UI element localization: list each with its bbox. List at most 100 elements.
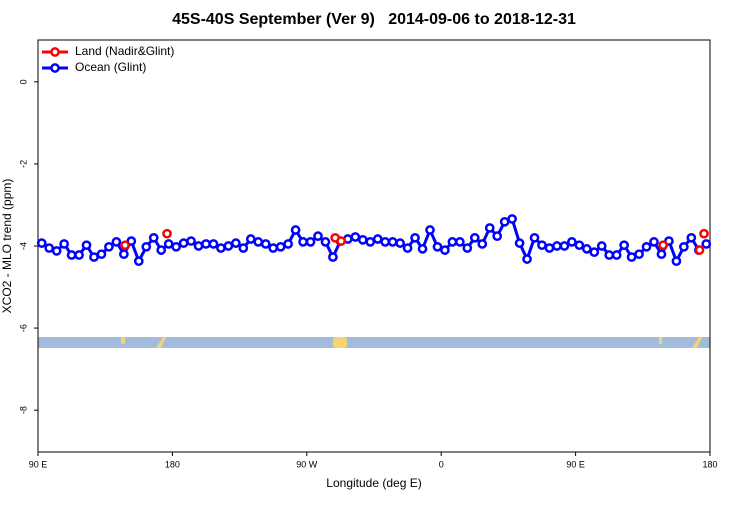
point bbox=[425, 225, 435, 235]
point bbox=[641, 241, 652, 252]
point bbox=[604, 250, 615, 260]
point bbox=[208, 239, 219, 249]
y-tick-label: -4 bbox=[18, 242, 28, 250]
point bbox=[96, 249, 107, 260]
point bbox=[440, 245, 450, 255]
point bbox=[611, 250, 622, 260]
point bbox=[245, 234, 256, 244]
point bbox=[119, 249, 129, 260]
point bbox=[171, 241, 181, 252]
point bbox=[133, 256, 144, 267]
y-tick-label: -2 bbox=[18, 160, 28, 168]
point bbox=[275, 241, 286, 252]
point bbox=[141, 241, 152, 252]
point bbox=[126, 236, 137, 246]
point bbox=[238, 243, 249, 253]
land-patch bbox=[333, 337, 347, 348]
legend-marker bbox=[50, 63, 60, 73]
point bbox=[290, 225, 301, 235]
point bbox=[336, 236, 346, 246]
legend-marker bbox=[50, 47, 60, 57]
point bbox=[596, 241, 607, 251]
y-tick-label: -8 bbox=[18, 406, 28, 414]
point bbox=[581, 244, 592, 254]
point bbox=[162, 228, 172, 239]
point bbox=[66, 250, 77, 260]
y-axis-label: XCO2 - MLO trend (ppm) bbox=[0, 179, 14, 314]
point bbox=[410, 232, 420, 243]
point bbox=[328, 252, 338, 262]
point bbox=[111, 237, 122, 247]
point bbox=[529, 232, 540, 243]
point bbox=[619, 240, 629, 251]
point bbox=[649, 237, 659, 247]
point bbox=[231, 238, 241, 248]
point bbox=[51, 246, 62, 256]
point bbox=[694, 245, 705, 255]
point bbox=[626, 252, 637, 262]
point bbox=[163, 239, 174, 249]
legend-label: Ocean (Glint) bbox=[75, 60, 146, 74]
point bbox=[178, 238, 189, 248]
point bbox=[201, 239, 211, 249]
point bbox=[283, 239, 293, 249]
point bbox=[499, 216, 510, 227]
point bbox=[320, 237, 331, 247]
point bbox=[260, 239, 271, 249]
point bbox=[74, 250, 84, 260]
x-tick-label: 180 bbox=[702, 459, 717, 469]
land-patch bbox=[659, 337, 662, 344]
point bbox=[120, 240, 130, 251]
point bbox=[298, 237, 308, 247]
point bbox=[148, 232, 159, 243]
x-tick-label: 90 E bbox=[29, 459, 48, 469]
legend: Land (Nadir&Glint) Ocean (Glint) bbox=[42, 44, 174, 74]
land-patch bbox=[692, 337, 702, 348]
point bbox=[537, 240, 547, 251]
point bbox=[186, 236, 196, 246]
chart-title: 45S-40S September (Ver 9) 2014-09-06 to … bbox=[172, 11, 576, 28]
point bbox=[372, 234, 383, 244]
point bbox=[89, 252, 99, 262]
point bbox=[268, 243, 279, 253]
point bbox=[552, 241, 562, 251]
x-tick-label: 90 E bbox=[566, 459, 585, 469]
point bbox=[699, 228, 709, 239]
x-tick-label: 180 bbox=[165, 459, 180, 469]
point bbox=[156, 245, 167, 255]
point bbox=[567, 237, 577, 247]
point bbox=[395, 238, 405, 248]
point bbox=[350, 232, 361, 242]
point bbox=[59, 239, 69, 249]
point bbox=[447, 237, 458, 247]
point bbox=[223, 241, 234, 251]
point bbox=[305, 237, 316, 247]
point bbox=[216, 243, 226, 253]
point bbox=[462, 243, 473, 253]
point bbox=[658, 240, 668, 251]
point bbox=[193, 241, 204, 251]
point bbox=[387, 237, 398, 247]
point bbox=[357, 234, 368, 245]
point bbox=[484, 223, 495, 233]
y-tick-label: 0 bbox=[18, 79, 28, 84]
x-tick-label: 0 bbox=[439, 459, 444, 469]
point bbox=[36, 238, 47, 248]
point bbox=[402, 243, 413, 253]
point bbox=[574, 240, 585, 251]
point bbox=[686, 232, 697, 243]
point bbox=[432, 241, 443, 252]
land-mask bbox=[38, 337, 710, 348]
point bbox=[365, 237, 376, 247]
point bbox=[544, 243, 555, 253]
point bbox=[81, 240, 92, 251]
point bbox=[701, 239, 712, 249]
point bbox=[469, 232, 480, 243]
point bbox=[44, 243, 55, 253]
point bbox=[104, 241, 114, 252]
point bbox=[507, 214, 517, 224]
land-patch bbox=[156, 337, 166, 348]
point bbox=[253, 237, 264, 247]
y-tick-label: -6 bbox=[18, 324, 28, 332]
x-axis-label: Longitude (deg E) bbox=[326, 476, 421, 490]
